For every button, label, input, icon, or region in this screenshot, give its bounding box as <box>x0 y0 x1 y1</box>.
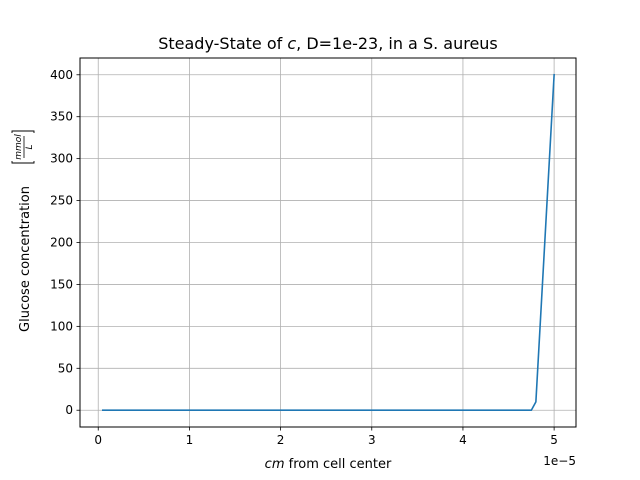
y-unit-denominator: L <box>25 144 35 149</box>
y-axis-unit: mmol L <box>11 130 35 164</box>
y-unit-numerator: mmol <box>14 134 24 160</box>
y-axis-label: Glucose concentration mmol L <box>11 130 35 332</box>
grid <box>80 58 576 427</box>
x-tick-label: 3 <box>368 433 376 447</box>
x-tick-label: 5 <box>550 433 558 447</box>
y-tick-label: 50 <box>58 361 73 375</box>
y-tick-label: 350 <box>50 110 73 124</box>
y-tick-label: 0 <box>65 403 73 417</box>
x-tick-label: 1 <box>186 433 194 447</box>
y-axis-label-text: Glucose concentration <box>18 186 33 332</box>
x-tick-label: 4 <box>459 433 467 447</box>
chart-title: Steady-State of c, D=1e-23, in a S. aure… <box>158 34 498 53</box>
y-tick-label: 200 <box>50 236 73 250</box>
x-offset-label: 1e−5 <box>543 454 576 468</box>
series-line <box>101 73 555 412</box>
x-tick-label: 2 <box>277 433 285 447</box>
series-layer <box>101 73 555 412</box>
y-tick-label: 250 <box>50 194 73 208</box>
y-tick-label: 100 <box>50 319 73 333</box>
y-tick-label: 400 <box>50 68 73 82</box>
y-tick-label: 300 <box>50 152 73 166</box>
x-tick-label: 0 <box>94 433 102 447</box>
x-axis-label: cm from cell center <box>265 457 392 472</box>
y-tick-label: 150 <box>50 277 73 291</box>
